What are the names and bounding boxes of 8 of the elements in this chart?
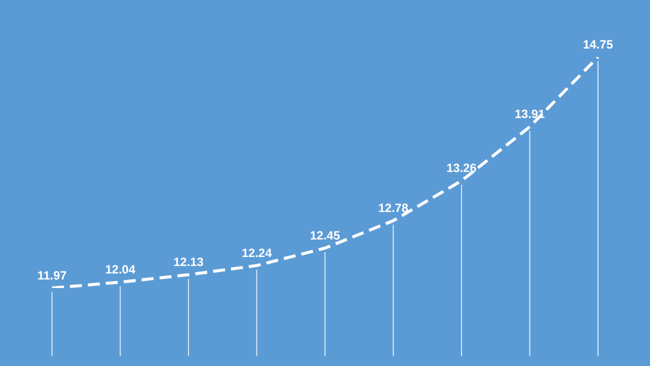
data-label: 12.24 [242,246,272,260]
data-label: 13.26 [446,161,477,176]
data-label: 11.97 [37,268,68,282]
data-label: 12.45 [310,228,340,242]
data-label: 12.04 [105,262,136,276]
data-label: 12.13 [173,255,204,270]
data-label: 14.75 [582,37,614,52]
data-label: 12.78 [378,201,409,216]
